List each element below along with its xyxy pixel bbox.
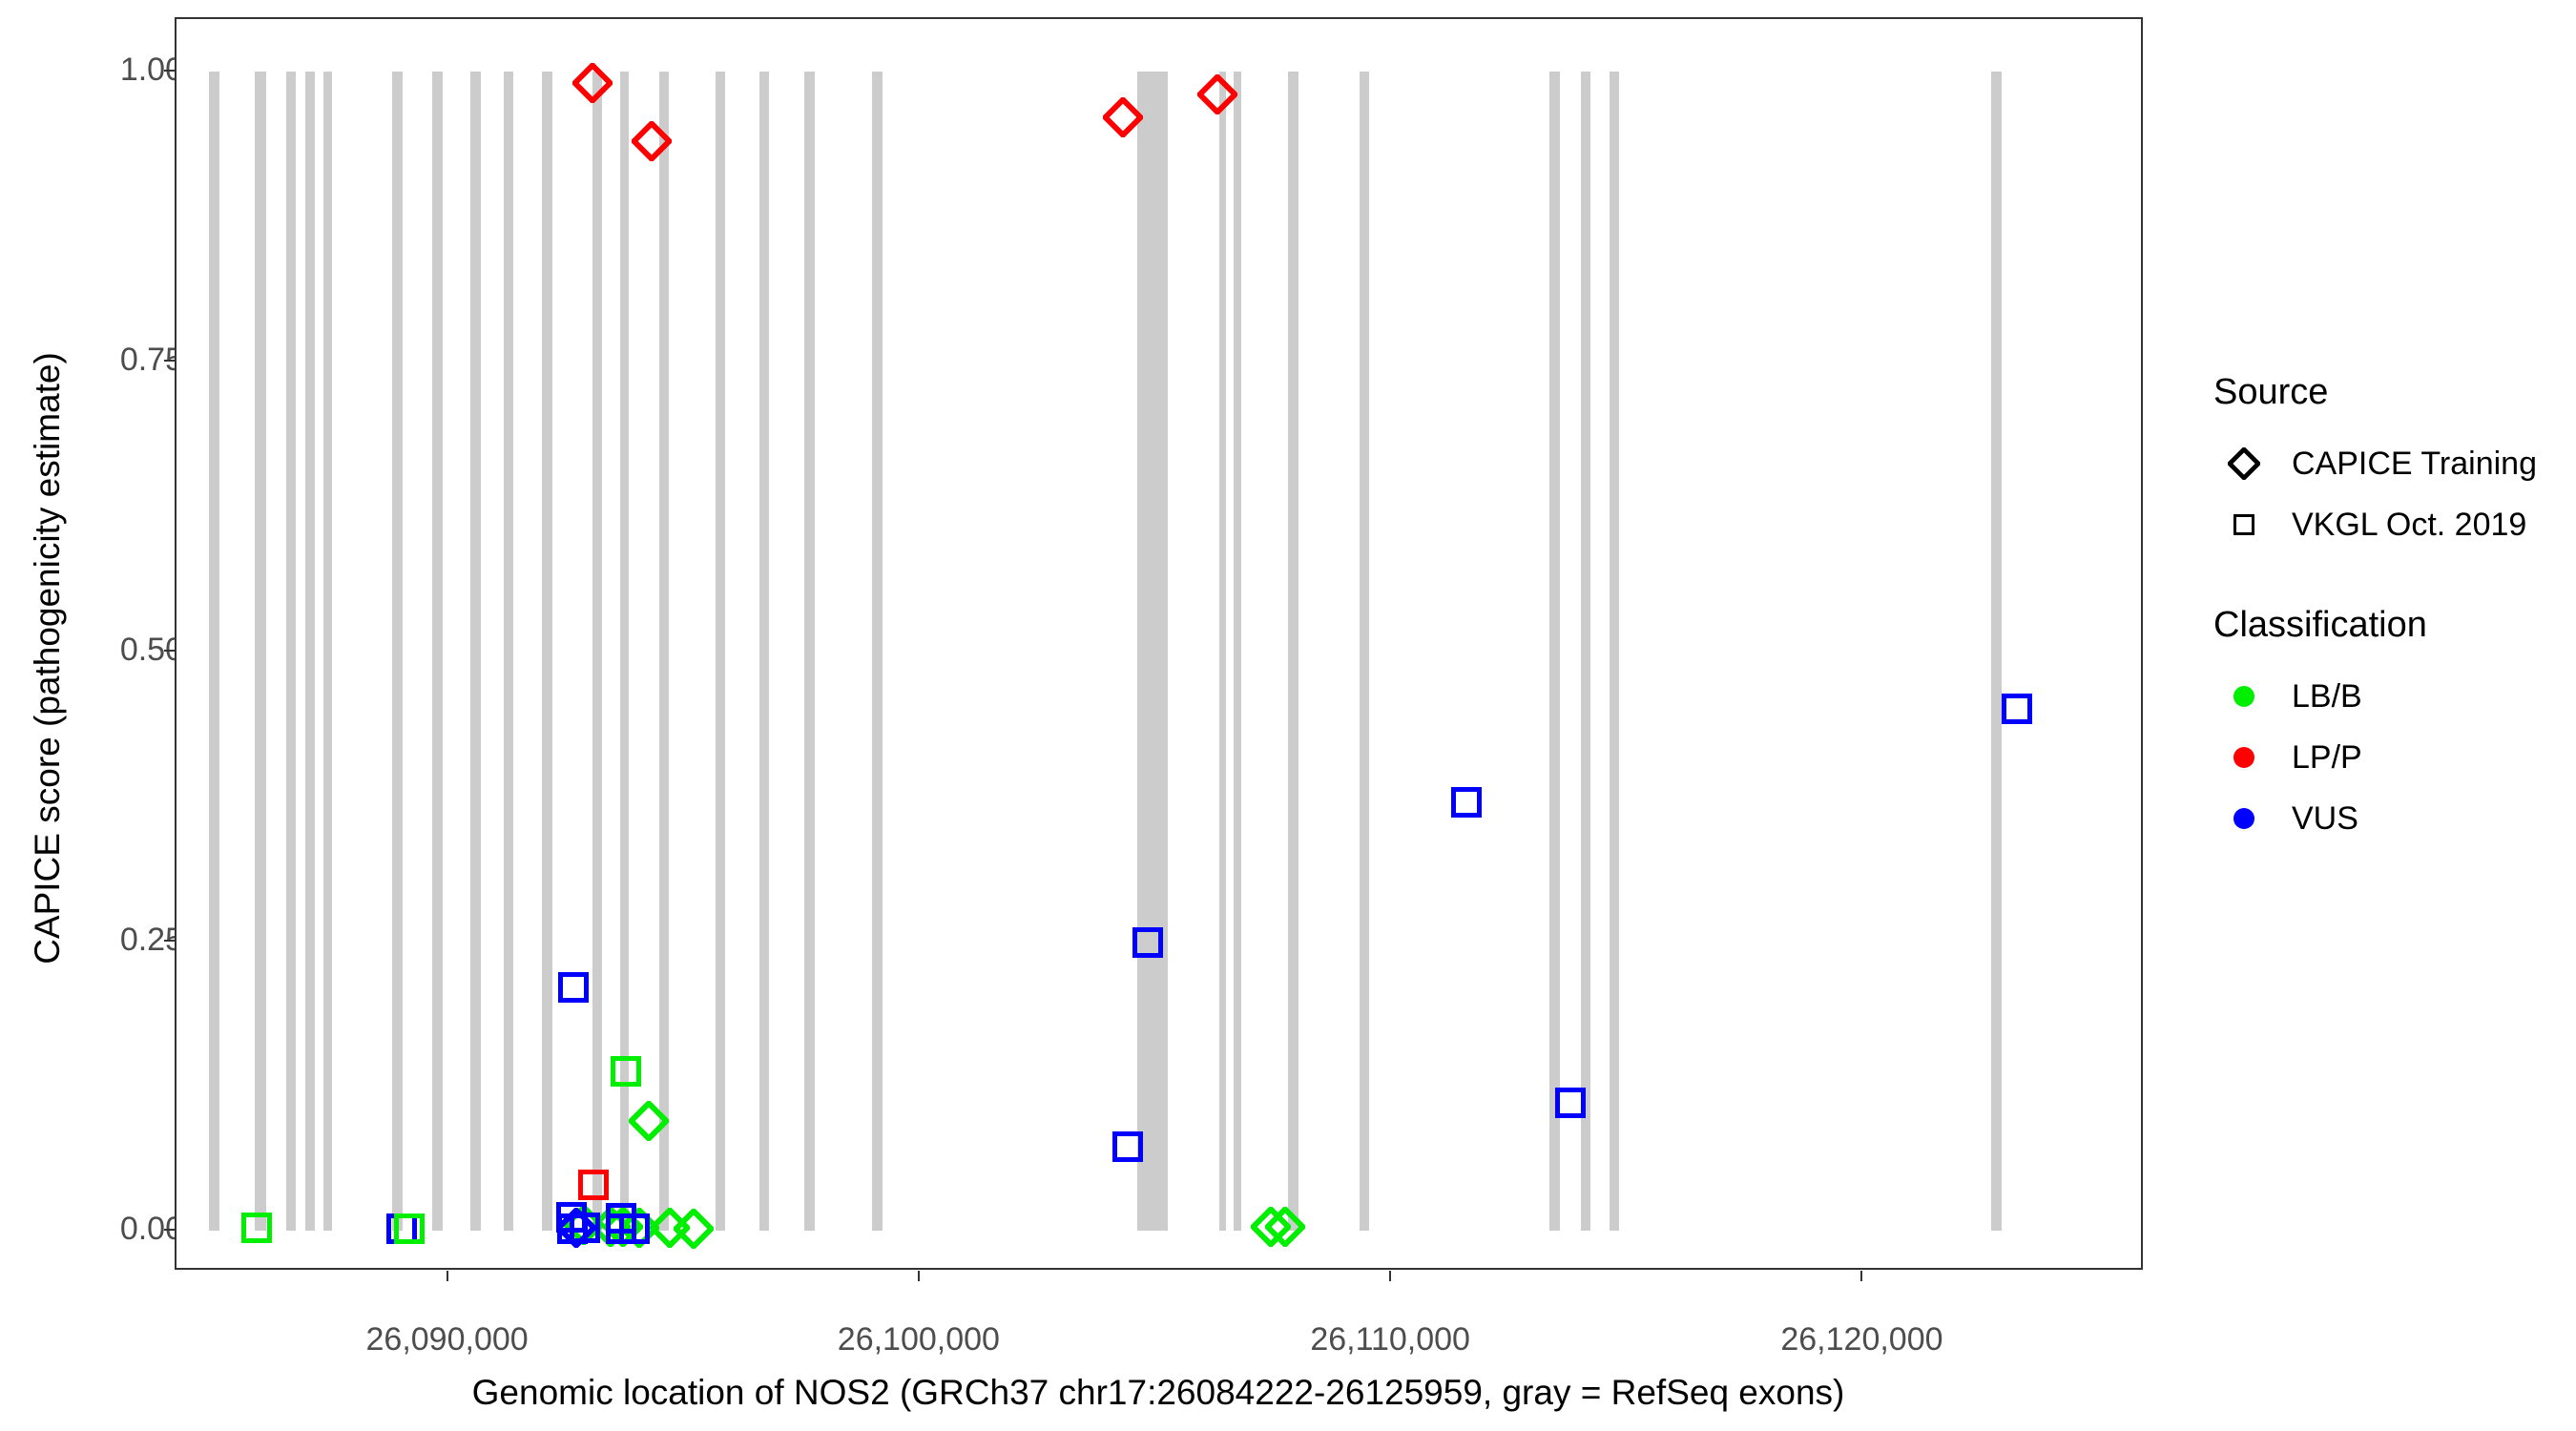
legend-label-classification: VUS [2292,800,2358,837]
data-point-square [619,1213,651,1245]
exon-bar [208,71,219,1232]
y-tick-mark [164,939,175,942]
exon-bar [1580,71,1591,1232]
legend-group-classification: Classification LB/B LP/P VUS [2213,605,2566,849]
legend-item-classification[interactable]: LP/P [2213,727,2566,788]
y-tick-mark [164,649,175,652]
exon-bar [470,71,482,1232]
data-point-diamond [618,1207,659,1248]
exon-bar [304,71,315,1232]
legend-item-source[interactable]: CAPICE Training [2213,433,2566,494]
x-tick-label: 26,120,000 [1780,1321,1943,1358]
data-point-diamond [628,1100,669,1141]
data-point-diamond [556,1207,597,1248]
data-point-square [1112,1130,1144,1162]
legend-title-source: Source [2213,372,2329,412]
data-point-diamond [673,1209,714,1250]
diamond-icon [2213,433,2275,494]
exon-bar [392,71,403,1232]
exon-bar [1990,71,2002,1232]
x-tick-label: 26,090,000 [365,1321,529,1358]
exon-bar [1233,71,1241,1232]
legend-label-classification: LB/B [2292,678,2362,715]
y-tick-mark [164,1229,175,1232]
exon-bar [542,71,552,1232]
exon-bar [715,71,726,1232]
exon-bar [1137,71,1168,1232]
data-point-diamond [1197,74,1238,115]
x-tick-mark [917,1271,920,1281]
x-tick-mark [1860,1271,1863,1281]
data-point-square [1554,1087,1586,1118]
legend-item-classification[interactable]: LB/B [2213,666,2566,727]
legend-item-classification[interactable]: VUS [2213,788,2566,849]
exon-bar [658,71,669,1232]
exon-bar [432,71,443,1232]
exon-bar [285,71,297,1232]
y-axis-title: CAPICE score (pathogenicity estimate) [28,352,67,964]
x-tick-label: 26,100,000 [837,1321,1000,1358]
color-dot-icon [2213,666,2275,727]
data-point-square [1451,786,1483,818]
x-axis-title: Genomic location of NOS2 (GRCh37 chr17:2… [471,1373,1845,1412]
legend-title-classification: Classification [2213,605,2427,645]
x-tick-label: 26,110,000 [1310,1321,1470,1358]
x-tick-mark [1389,1271,1392,1281]
exon-bar [1549,71,1561,1232]
exon-bar [758,71,770,1232]
square-icon [2213,494,2275,555]
exon-bar [804,71,815,1232]
exon-bar [322,71,333,1232]
y-tick-mark [164,359,175,362]
legend-label-classification: LP/P [2292,739,2362,776]
legend-group-source: Source CAPICE Training VKGL Oct. 2019 [2213,372,2566,555]
exon-bar [872,71,883,1232]
exon-bar [504,71,513,1232]
legend-items-classification: LB/B LP/P VUS [2213,666,2566,849]
data-point-square [393,1213,425,1245]
color-dot-icon [2213,788,2275,849]
data-point-square [2002,694,2033,725]
data-point-diamond [1264,1206,1305,1247]
legend-item-source[interactable]: VKGL Oct. 2019 [2213,494,2566,555]
x-tick-mark [446,1271,448,1281]
data-point-diamond [1103,97,1144,138]
data-point-square [557,972,589,1004]
legend-label-source: VKGL Oct. 2019 [2292,507,2527,543]
color-dot-icon [2213,727,2275,788]
exon-bar [592,71,603,1232]
data-point-square [577,1169,609,1200]
plot-panel [175,17,2143,1270]
data-point-square [1132,926,1164,958]
exon-bar [1288,71,1298,1232]
legend-label-source: CAPICE Training [2292,446,2537,482]
data-point-square [569,1212,600,1243]
exon-bar [619,71,630,1232]
exon-bar [255,71,266,1232]
y-tick-mark [164,69,175,72]
data-point-square [611,1055,642,1087]
exon-bar [1610,71,1620,1232]
data-point-diamond [632,120,673,161]
legend: Source CAPICE Training VKGL Oct. 2019 Cla… [2213,372,2566,899]
data-point-square [241,1212,273,1243]
legend-items-source: CAPICE Training VKGL Oct. 2019 [2213,433,2566,555]
plot-area [177,19,2141,1268]
data-point-diamond [572,62,613,103]
data-point-diamond [1251,1206,1292,1247]
exon-bar [1219,71,1227,1232]
exon-bar [1360,71,1370,1232]
